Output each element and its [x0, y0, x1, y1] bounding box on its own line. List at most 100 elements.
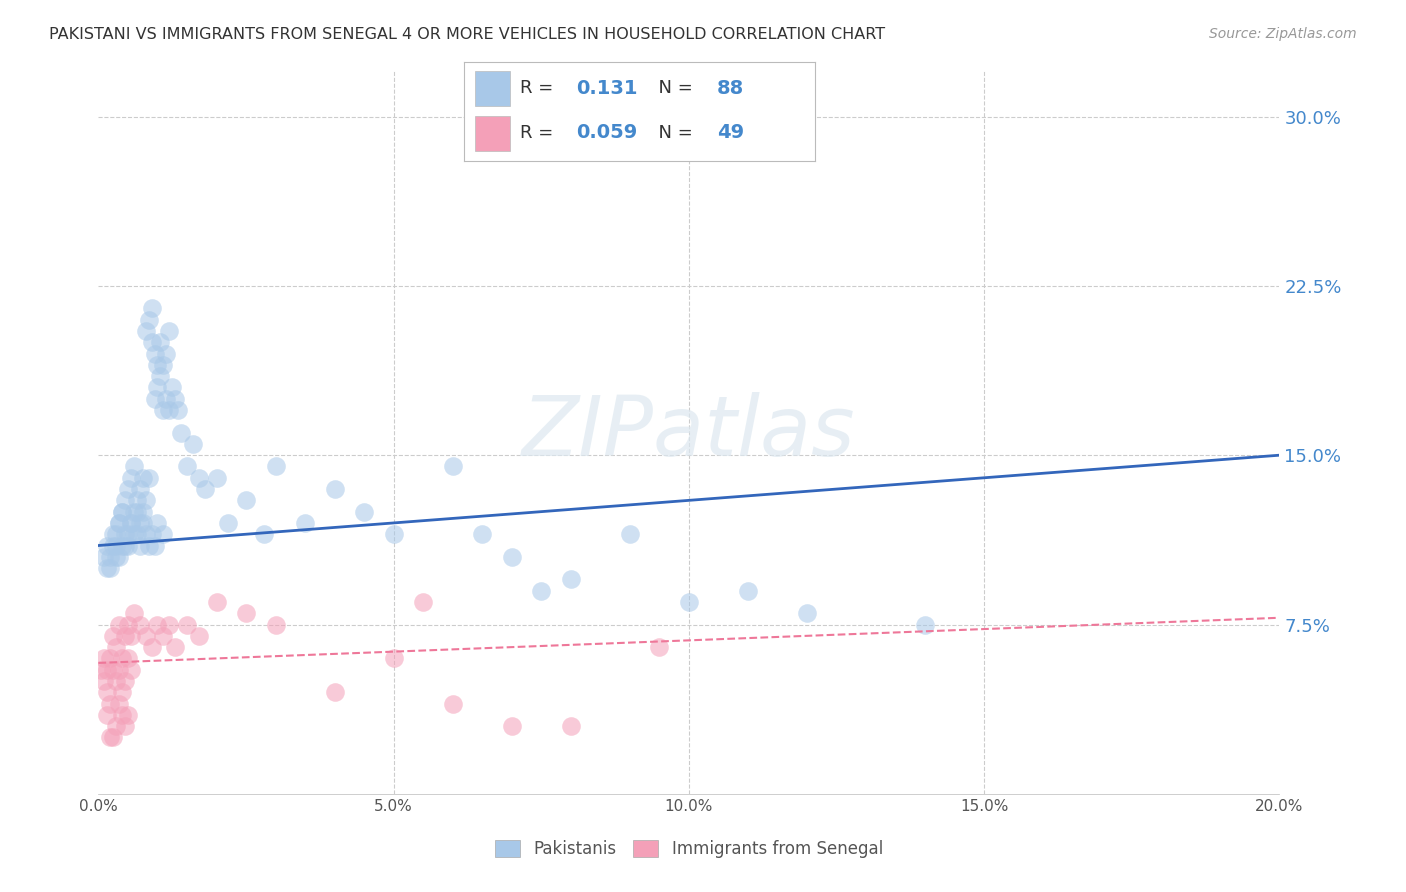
Point	[111, 651, 134, 665]
Point	[441, 459, 464, 474]
Point	[103, 629, 125, 643]
Point	[111, 685, 134, 699]
Point	[135, 527, 157, 541]
Point	[530, 583, 553, 598]
Point	[170, 425, 193, 440]
Point	[412, 595, 434, 609]
Point	[138, 471, 160, 485]
Point	[108, 516, 131, 530]
Point	[117, 617, 139, 632]
Point	[132, 516, 155, 530]
Point	[187, 471, 209, 485]
Point	[120, 629, 142, 643]
Point	[117, 707, 139, 722]
Point	[111, 505, 134, 519]
Point	[149, 335, 172, 350]
Point	[96, 539, 118, 553]
Point	[108, 549, 131, 564]
Point	[105, 527, 128, 541]
Point	[108, 516, 131, 530]
Point	[111, 505, 134, 519]
Point	[157, 324, 180, 338]
Point	[235, 607, 257, 621]
Point	[560, 719, 582, 733]
Text: 88: 88	[717, 78, 744, 98]
Point	[93, 673, 115, 688]
Point	[96, 685, 118, 699]
Text: N =: N =	[647, 79, 699, 97]
Point	[152, 527, 174, 541]
Point	[98, 549, 121, 564]
Point	[96, 707, 118, 722]
Point	[105, 539, 128, 553]
Point	[132, 471, 155, 485]
Point	[98, 561, 121, 575]
Point	[122, 459, 145, 474]
Point	[382, 527, 405, 541]
Point	[143, 346, 166, 360]
Point	[162, 380, 183, 394]
Point	[132, 505, 155, 519]
Point	[152, 629, 174, 643]
Point	[914, 617, 936, 632]
Point	[441, 697, 464, 711]
Point	[205, 471, 228, 485]
Bar	[475, 117, 510, 151]
Point	[96, 561, 118, 575]
Point	[114, 493, 136, 508]
Point	[138, 312, 160, 326]
Point	[217, 516, 239, 530]
Text: N =: N =	[647, 124, 699, 142]
Point	[114, 539, 136, 553]
Point	[501, 719, 523, 733]
Point	[117, 527, 139, 541]
Point	[122, 527, 145, 541]
Point	[181, 437, 204, 451]
Point	[323, 482, 346, 496]
Point	[108, 617, 131, 632]
Point	[235, 493, 257, 508]
Point	[114, 673, 136, 688]
Point	[141, 527, 163, 541]
Point	[138, 539, 160, 553]
Text: ZIPatlas: ZIPatlas	[522, 392, 856, 473]
Point	[737, 583, 759, 598]
Point	[176, 617, 198, 632]
Point	[117, 482, 139, 496]
Point	[120, 516, 142, 530]
Point	[157, 403, 180, 417]
Point	[117, 539, 139, 553]
Point	[103, 527, 125, 541]
Point	[114, 527, 136, 541]
Point	[125, 493, 148, 508]
Point	[619, 527, 641, 541]
Point	[165, 392, 187, 406]
Point	[105, 549, 128, 564]
Text: R =: R =	[520, 79, 560, 97]
Point	[141, 335, 163, 350]
Point	[103, 663, 125, 677]
Point	[264, 617, 287, 632]
Point	[98, 651, 121, 665]
Point	[105, 640, 128, 654]
Point	[157, 617, 180, 632]
Point	[155, 392, 177, 406]
Point	[96, 663, 118, 677]
Point	[187, 629, 209, 643]
Point	[205, 595, 228, 609]
Point	[353, 505, 375, 519]
Point	[135, 324, 157, 338]
Point	[143, 392, 166, 406]
Text: Source: ZipAtlas.com: Source: ZipAtlas.com	[1209, 27, 1357, 41]
Point	[120, 471, 142, 485]
Point	[253, 527, 276, 541]
Point	[141, 301, 163, 316]
Point	[90, 663, 112, 677]
Text: 0.059: 0.059	[576, 123, 638, 142]
Point	[128, 617, 150, 632]
Point	[122, 607, 145, 621]
Point	[152, 403, 174, 417]
Point	[93, 549, 115, 564]
Point	[149, 369, 172, 384]
Point	[108, 697, 131, 711]
